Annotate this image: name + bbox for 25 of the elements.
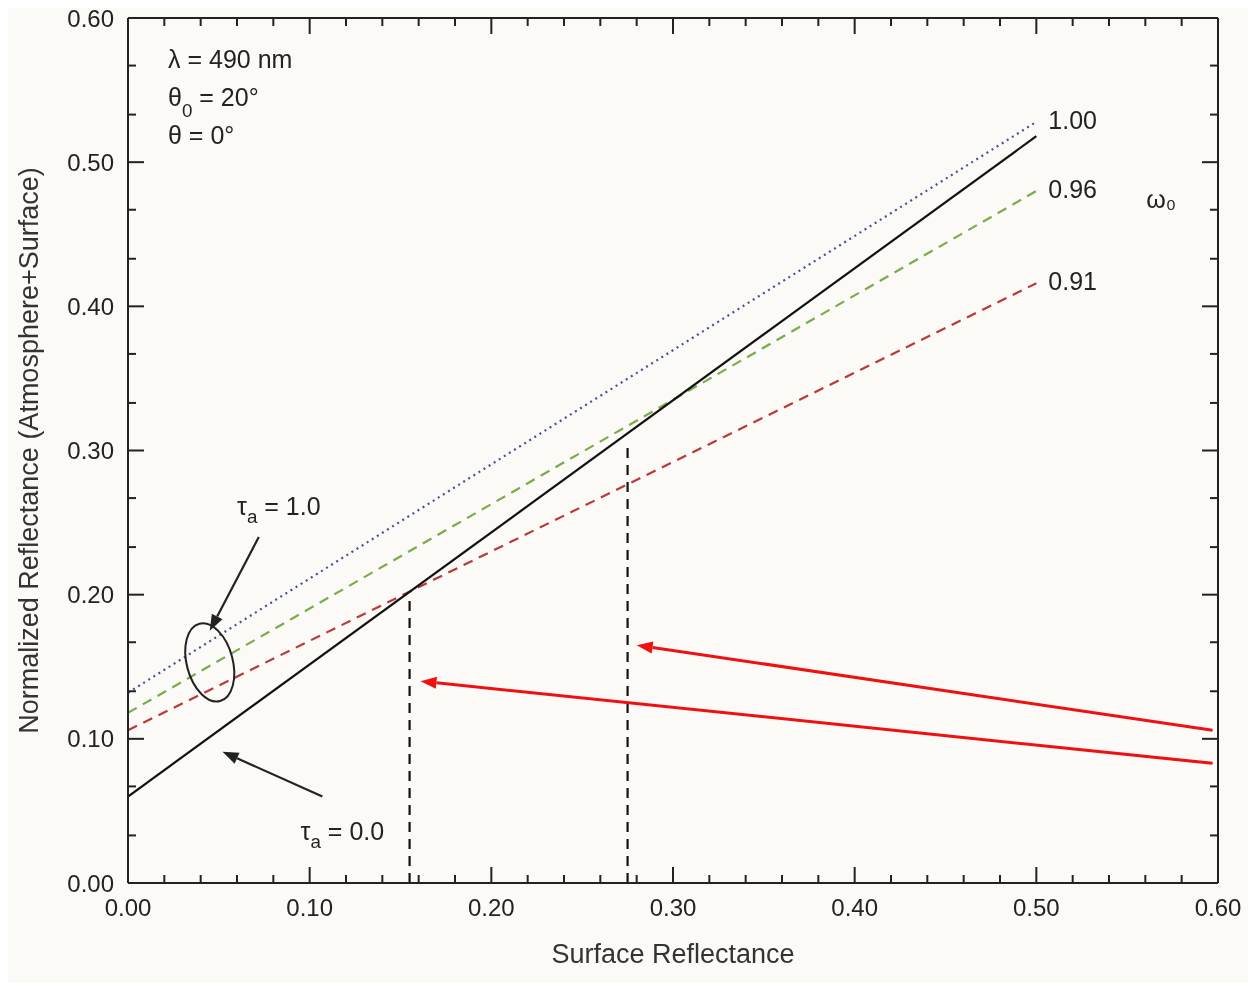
y-tick-label: 0.20	[67, 581, 114, 609]
y-tick-label: 0.10	[67, 725, 114, 753]
y-axis-title: Normalized Reflectance (Atmosphere+Surface)	[13, 167, 44, 734]
series-label: 0.91	[1048, 266, 1098, 295]
annotation: τ$_{a}$ = 1.0	[237, 491, 321, 528]
y-tick-label: 0.60	[67, 4, 114, 32]
x-tick-label: 0.20	[467, 894, 515, 922]
x-tick-label: 0.00	[104, 894, 152, 922]
series-label: 0.96	[1048, 174, 1098, 203]
x-axis-title: Surface Reflectance	[551, 939, 795, 969]
y-tick-label: 0.30	[67, 437, 114, 465]
x-tick-label: 0.10	[286, 894, 334, 922]
annotation: τ$_{a}$ = 0.0	[300, 816, 385, 852]
legend-title: ω₀	[1146, 184, 1177, 213]
series-label: 1.00	[1048, 105, 1098, 134]
annotation: λ = 490 nm	[168, 45, 293, 73]
x-tick-label: 0.50	[1012, 894, 1060, 922]
x-tick-label: 0.30	[649, 894, 697, 922]
y-tick-label: 0.40	[67, 292, 114, 320]
y-tick-label: 0.50	[67, 148, 114, 176]
annotation: θ = 0°	[168, 121, 235, 149]
annotation: θ$_{0}$ = 20°	[168, 83, 259, 121]
x-tick-label: 0.60	[1194, 894, 1242, 922]
y-tick-label: 0.00	[67, 869, 114, 897]
x-tick-label: 0.40	[831, 894, 879, 922]
